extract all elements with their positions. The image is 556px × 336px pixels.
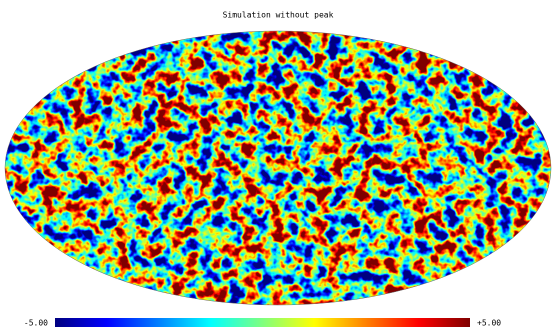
map-outline (4, 30, 552, 306)
map-title: Simulation without peak (223, 11, 334, 20)
colorbar (55, 318, 470, 327)
colorbar-min-label: -5.00 (24, 319, 48, 328)
colorbar-max-label: +5.00 (477, 319, 501, 328)
sky-texture (5, 31, 551, 305)
mollweide-map (5, 31, 551, 305)
